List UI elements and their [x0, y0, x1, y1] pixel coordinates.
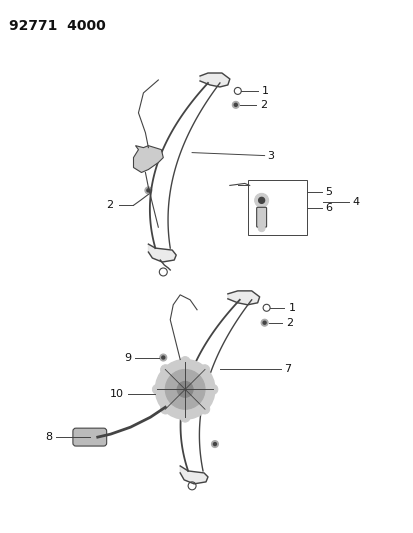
Circle shape — [261, 319, 268, 326]
Circle shape — [155, 360, 214, 419]
Circle shape — [161, 356, 164, 359]
Text: 5: 5 — [325, 188, 331, 197]
Polygon shape — [180, 466, 207, 484]
Polygon shape — [148, 244, 176, 262]
Text: 3: 3 — [267, 151, 274, 160]
Circle shape — [180, 357, 190, 367]
Circle shape — [213, 442, 216, 446]
Circle shape — [207, 384, 217, 394]
Circle shape — [199, 365, 209, 375]
Circle shape — [145, 187, 152, 194]
Polygon shape — [227, 291, 259, 305]
Circle shape — [160, 404, 170, 414]
Circle shape — [232, 101, 239, 108]
Text: 6: 6 — [325, 203, 331, 213]
Circle shape — [147, 189, 150, 192]
Circle shape — [211, 441, 218, 448]
Polygon shape — [199, 73, 229, 87]
Polygon shape — [133, 146, 163, 173]
Text: 92771  4000: 92771 4000 — [9, 19, 106, 33]
Text: 10: 10 — [109, 389, 123, 399]
Text: 2: 2 — [286, 318, 293, 328]
Circle shape — [165, 369, 204, 409]
Circle shape — [234, 103, 237, 107]
Bar — [247, 181, 306, 235]
Circle shape — [199, 404, 209, 414]
Circle shape — [263, 321, 266, 324]
Circle shape — [159, 354, 166, 361]
Text: 4: 4 — [351, 197, 358, 207]
Circle shape — [258, 225, 264, 232]
Text: 2: 2 — [106, 200, 113, 211]
Text: 9: 9 — [124, 352, 131, 362]
Text: 1: 1 — [288, 303, 295, 313]
Circle shape — [180, 412, 190, 422]
FancyBboxPatch shape — [256, 207, 266, 227]
Circle shape — [152, 384, 162, 394]
Circle shape — [160, 365, 170, 375]
Circle shape — [254, 193, 268, 207]
Text: 2: 2 — [259, 100, 266, 110]
Circle shape — [258, 197, 264, 203]
FancyBboxPatch shape — [73, 428, 107, 446]
Text: 8: 8 — [45, 432, 52, 442]
Text: 7: 7 — [284, 365, 291, 375]
Text: 1: 1 — [261, 86, 268, 96]
Circle shape — [177, 382, 192, 397]
